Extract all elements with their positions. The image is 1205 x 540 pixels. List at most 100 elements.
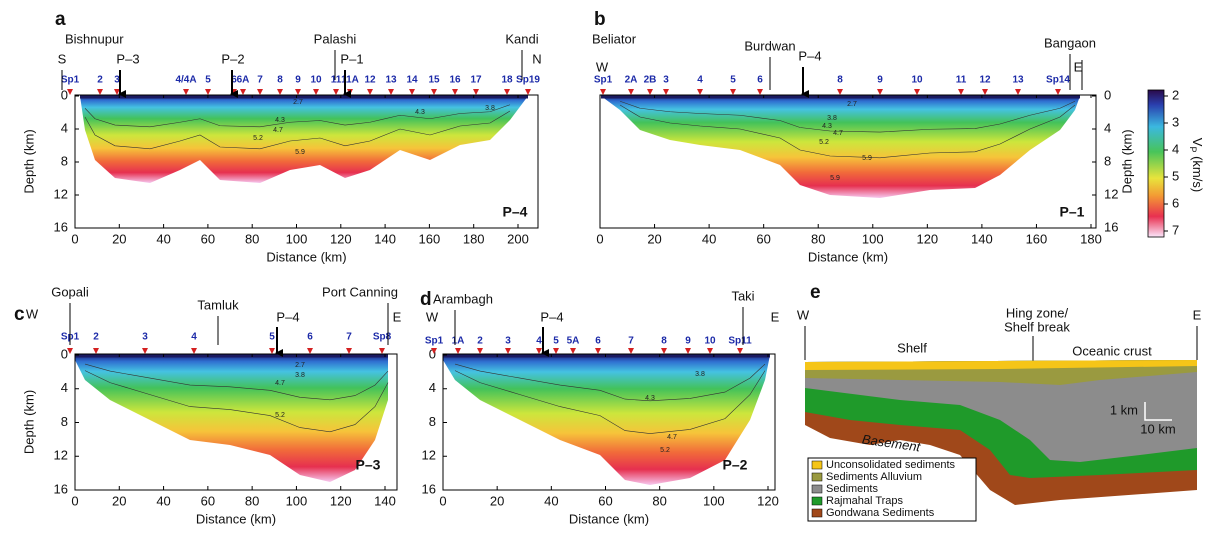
- station-label: 7: [628, 336, 634, 347]
- x-tick-label: 80: [245, 231, 259, 246]
- contour-line: [454, 363, 766, 402]
- x-axis-label: Distance (km): [196, 511, 276, 526]
- place-label: E: [771, 309, 780, 324]
- y-tick-label: 12: [422, 448, 436, 463]
- station-label: 11: [331, 75, 342, 86]
- colorbar-subscript: P: [1188, 146, 1198, 152]
- x-axis-label: Distance (km): [569, 511, 649, 526]
- panel-letter: a: [55, 9, 66, 30]
- x-tick-label: 40: [544, 493, 558, 508]
- contour-label: 3.8: [295, 372, 305, 379]
- station-label: 4: [536, 336, 542, 347]
- station-marker: [431, 348, 437, 354]
- oceanic-label: Oceanic crust: [1072, 343, 1152, 358]
- y-tick-label: 16: [54, 219, 68, 234]
- station-marker: [914, 89, 920, 95]
- contour-label: 4.3: [822, 123, 832, 130]
- place-label: W: [26, 306, 39, 321]
- x-tick-label: 20: [112, 493, 126, 508]
- contour-label: 4.7: [273, 127, 283, 134]
- station-label: 4: [191, 332, 197, 343]
- station-label: 6A: [237, 75, 250, 86]
- station-label: 10: [911, 75, 923, 86]
- y-tick-label: 4: [61, 120, 68, 135]
- station-marker: [257, 89, 263, 95]
- station-marker: [240, 89, 246, 95]
- place-label: Arambagh: [433, 291, 493, 306]
- station-marker: [333, 89, 339, 95]
- profile-label: P–1: [1060, 204, 1085, 220]
- panel-letter: d: [420, 289, 432, 310]
- station-marker: [295, 89, 301, 95]
- place-label: Taki: [731, 288, 754, 303]
- place-label: Beliator: [592, 31, 637, 46]
- contour-label: 4.3: [275, 117, 285, 124]
- east-label: E: [1193, 307, 1202, 322]
- station-label: 8: [837, 75, 843, 86]
- station-marker: [477, 348, 483, 354]
- contour-line: [619, 100, 1076, 133]
- station-label: 6: [231, 75, 237, 86]
- station-label: 2A: [625, 75, 638, 86]
- x-tick-label: 20: [490, 493, 504, 508]
- x-tick-label: 140: [971, 231, 993, 246]
- place-label: W: [426, 309, 439, 324]
- y-tick-label: 16: [422, 481, 436, 496]
- panel-letter: e: [810, 282, 821, 303]
- scale-horizontal: 10 km: [1140, 421, 1175, 436]
- station-marker: [97, 89, 103, 95]
- colorbar-tick-label: 2: [1172, 87, 1179, 102]
- x-tick-label: 120: [330, 231, 352, 246]
- colorbar-label: VP (km/s): [1188, 138, 1205, 192]
- contour-label: 5.9: [862, 155, 872, 162]
- colorbar: [1147, 89, 1165, 238]
- y-tick-label: 8: [61, 414, 68, 429]
- profile-label: P–2: [723, 457, 748, 473]
- legend-swatch: [811, 508, 823, 518]
- station-marker: [93, 348, 99, 354]
- legend-box: [807, 457, 977, 522]
- contour-label: 2.7: [293, 99, 303, 106]
- y-axis-label: Depth (km): [1119, 129, 1134, 193]
- station-marker: [958, 89, 964, 95]
- contour-label: 5.2: [253, 135, 263, 142]
- station-label: Sp19: [516, 75, 540, 86]
- station-label: 11A: [341, 75, 359, 86]
- station-label: 4: [697, 75, 703, 86]
- station-label: 6: [595, 336, 601, 347]
- colorbar-tick-label: 5: [1172, 168, 1179, 183]
- station-label: 9: [877, 75, 883, 86]
- place-label: P–4: [798, 48, 821, 63]
- x-axis-label: Distance (km): [808, 249, 888, 264]
- x-tick-label: 160: [1026, 231, 1048, 246]
- contour-label: 4.3: [645, 395, 655, 402]
- station-label: 2: [93, 332, 99, 343]
- station-marker: [628, 89, 634, 95]
- x-axis-label: Distance (km): [266, 249, 346, 264]
- station-marker: [877, 89, 883, 95]
- x-tick-label: 80: [811, 231, 825, 246]
- y-axis-label: Depth (km): [21, 129, 36, 193]
- station-marker: [685, 348, 691, 354]
- colorbar-tick-label: 7: [1172, 222, 1179, 237]
- x-tick-label: 120: [916, 231, 938, 246]
- y-tick-label: 16: [1104, 219, 1118, 234]
- x-tick-label: 0: [71, 231, 78, 246]
- place-label: Bangaon: [1044, 35, 1096, 50]
- contour-label: 5.9: [830, 175, 840, 182]
- y-tick-label: 12: [54, 448, 68, 463]
- station-marker: [730, 89, 736, 95]
- station-label: 5: [269, 332, 275, 343]
- contour-line: [84, 104, 511, 128]
- station-marker: [525, 89, 531, 95]
- x-tick-label: 80: [652, 493, 666, 508]
- legend-label: Gondwana Sediments: [826, 507, 935, 519]
- station-marker: [67, 89, 73, 95]
- y-tick-label: 8: [1104, 153, 1111, 168]
- y-tick-label: 0: [429, 346, 436, 361]
- station-marker: [473, 89, 479, 95]
- station-marker: [663, 89, 669, 95]
- contour-label: 4.7: [667, 434, 677, 441]
- panel: 2.73.84.34.75.25.95.90 20 40 60 80 100 120 140 1…: [592, 9, 1134, 264]
